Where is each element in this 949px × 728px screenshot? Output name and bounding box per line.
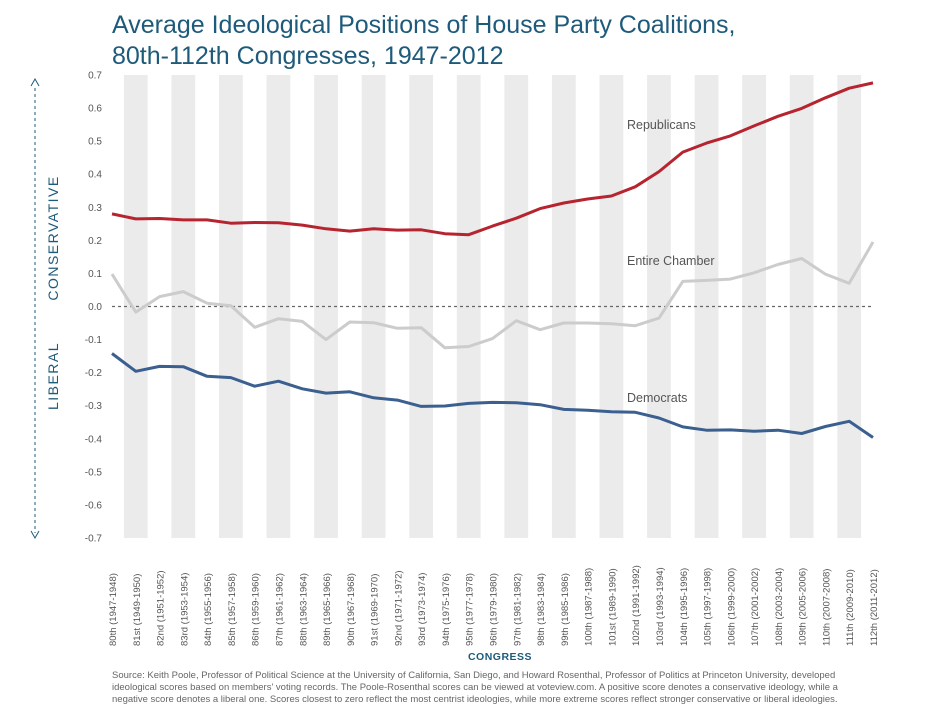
x-tick-label: 110th (2007-2008) bbox=[821, 569, 832, 646]
y-tick-label: -0.1 bbox=[85, 335, 103, 346]
x-tick-label: 98th (1983-1984) bbox=[536, 573, 547, 646]
y-axis-label-conservative: CONSERVATIVE bbox=[45, 175, 61, 300]
x-tick-label: 85th (1957-1958) bbox=[227, 573, 238, 646]
x-tick-label: 94th (1975-1976) bbox=[441, 573, 452, 646]
y-tick-label: 0.7 bbox=[88, 71, 102, 82]
source-note: Source: Keith Poole, Professor of Politi… bbox=[112, 670, 838, 705]
x-axis-label: CONGRESS bbox=[468, 651, 532, 663]
x-tick-label: 89th (1965-1966) bbox=[322, 573, 333, 646]
y-tick-label: 0.2 bbox=[88, 236, 102, 247]
x-tick-label: 91st (1969-1970) bbox=[370, 574, 381, 646]
x-tick-label: 90th (1967-1968) bbox=[346, 573, 357, 646]
y-tick-label: -0.2 bbox=[85, 368, 103, 379]
background-band bbox=[171, 75, 196, 538]
series-line-republicans bbox=[111, 81, 874, 237]
y-tick-label: 0.3 bbox=[88, 203, 102, 214]
x-tick-label: 103rd (1993-1994) bbox=[655, 567, 666, 646]
series-line-democrats bbox=[111, 352, 874, 439]
x-tick-label: 102nd (1991-1992) bbox=[631, 565, 642, 646]
x-tick-label: 96th (1979-1980) bbox=[489, 573, 500, 646]
x-tick-label: 109th (2005-2006) bbox=[798, 568, 809, 646]
x-tick-label: 86th (1959-1960) bbox=[251, 573, 262, 646]
annotation-democrats: Democrats bbox=[627, 391, 687, 405]
x-tick-label: 99th (1985-1986) bbox=[560, 573, 571, 646]
x-tick-label: 112th (2011-2012) bbox=[869, 569, 880, 646]
y-tick-label: -0.3 bbox=[85, 401, 103, 412]
x-tick-label: 83rd (1953-1954) bbox=[179, 573, 190, 646]
x-tick-label: 104th (1995-1996) bbox=[679, 568, 690, 646]
y-tick-label: 0.1 bbox=[88, 269, 102, 280]
x-tick-label: 93rd (1973-1974) bbox=[417, 573, 428, 646]
x-tick-label: 101st (1989-1990) bbox=[607, 568, 618, 646]
chart-title: Average Ideological Positions of House P… bbox=[112, 10, 932, 72]
x-tick-label: 106th (1999-2000) bbox=[726, 568, 737, 646]
y-axis-label-liberal: LIBERAL bbox=[45, 342, 61, 410]
x-tick-label: 84th (1955-1956) bbox=[203, 573, 214, 646]
x-tick-label: 107th (2001-2002) bbox=[750, 568, 761, 646]
x-tick-label: 87th (1961-1962) bbox=[274, 573, 285, 646]
x-tick-label: 81st (1949-1950) bbox=[132, 574, 143, 646]
series-line-entire-chamber bbox=[110, 241, 875, 350]
x-tick-label: 100th (1987-1988) bbox=[584, 568, 595, 646]
x-tick-label: 95th (1977-1978) bbox=[465, 573, 476, 646]
y-tick-label: -0.7 bbox=[85, 534, 103, 545]
background-band bbox=[314, 75, 338, 538]
y-tick-label: -0.5 bbox=[85, 467, 103, 478]
y-tick-label: 0.4 bbox=[88, 170, 102, 181]
annotation-entire-chamber: Entire Chamber bbox=[627, 254, 715, 268]
background-band bbox=[409, 75, 434, 538]
chart-title-line2: 80th-112th Congresses, 1947-2012 bbox=[112, 42, 504, 70]
x-tick-label: 92nd (1971-1972) bbox=[393, 570, 404, 646]
x-tick-label: 82nd (1951-1952) bbox=[156, 570, 167, 646]
y-tick-label: 0.6 bbox=[88, 104, 102, 115]
background-band bbox=[789, 75, 814, 538]
arrow-up-icon bbox=[30, 77, 40, 87]
x-tick-label: 108th (2003-2004) bbox=[774, 568, 785, 646]
y-tick-label: 0.5 bbox=[88, 137, 102, 148]
background-band bbox=[123, 75, 148, 538]
y-tick-label: 0.0 bbox=[88, 302, 102, 313]
y-tick-label: -0.4 bbox=[85, 434, 103, 445]
x-tick-label: 97th (1981-1982) bbox=[512, 573, 523, 646]
x-tick-label: 111th (2009-2010) bbox=[845, 569, 856, 646]
x-tick-label: 88th (1963-1964) bbox=[298, 573, 309, 646]
chart-title-line1: Average Ideological Positions of House P… bbox=[112, 11, 736, 39]
background-band bbox=[266, 75, 291, 538]
x-tick-label: 105th (1997-1998) bbox=[703, 568, 714, 646]
background-band bbox=[361, 75, 386, 538]
x-tick-label: 80th (1947-1948) bbox=[108, 573, 119, 646]
y-tick-label: -0.6 bbox=[85, 500, 103, 511]
annotation-republicans: Republicans bbox=[627, 118, 696, 132]
arrow-down-icon bbox=[30, 530, 40, 540]
